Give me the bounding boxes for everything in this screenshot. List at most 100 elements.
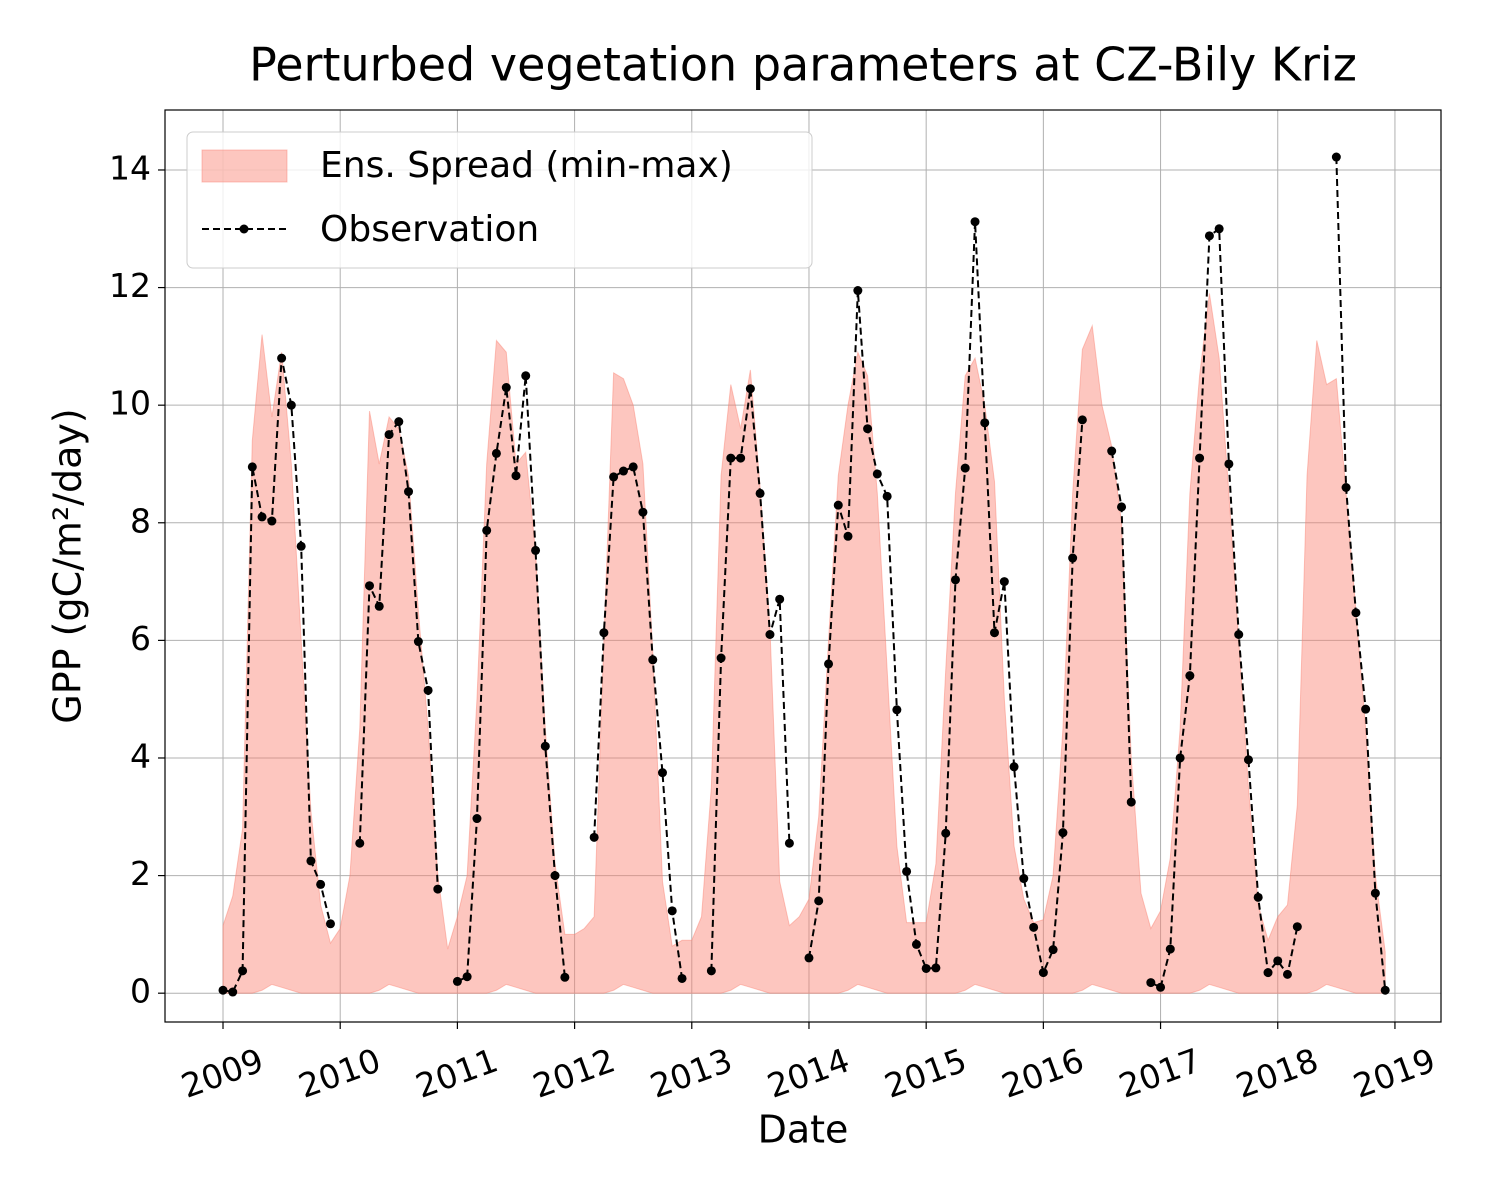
- observation-point: [882, 491, 892, 501]
- observation-point: [365, 581, 375, 591]
- observation-point: [589, 832, 599, 842]
- observation-point: [1126, 797, 1136, 807]
- observation-point: [1351, 608, 1361, 618]
- observation-point: [609, 472, 619, 482]
- observation-point: [1224, 459, 1234, 469]
- observation-point: [863, 424, 873, 434]
- observation-point: [677, 973, 687, 983]
- observation-point: [736, 453, 746, 463]
- x-tick-label: 2014: [762, 1040, 854, 1105]
- observation-point: [472, 814, 482, 824]
- observation-point: [853, 286, 863, 296]
- observation-point: [1048, 945, 1058, 955]
- observation-point: [784, 838, 794, 848]
- observation-point: [989, 628, 999, 638]
- y-tick-label: 12: [109, 266, 151, 305]
- observation-point: [374, 601, 384, 611]
- observation-point: [872, 469, 882, 479]
- observation-point: [999, 577, 1009, 587]
- observation-point: [306, 856, 316, 866]
- observation-point: [1068, 553, 1078, 563]
- observation-point: [843, 531, 853, 541]
- observation-point: [540, 741, 550, 751]
- observation-point: [618, 466, 628, 476]
- observation-point: [1273, 956, 1283, 966]
- observation-point: [413, 637, 423, 647]
- observation-point: [648, 655, 658, 665]
- x-tick-label: 2019: [1348, 1040, 1440, 1105]
- observation-point: [1243, 755, 1253, 765]
- observation-point: [950, 575, 960, 585]
- observation-point: [384, 430, 394, 440]
- observation-point: [1234, 630, 1244, 640]
- observation-point: [1341, 483, 1351, 493]
- x-tick-label: 2009: [176, 1040, 268, 1105]
- y-axis-label: GPP (gC/m²/day): [46, 408, 90, 723]
- observation-point: [286, 400, 296, 410]
- observation-point: [1038, 968, 1048, 978]
- observation-point: [1185, 671, 1195, 681]
- observation-point: [1282, 969, 1292, 979]
- x-tick-label: 2013: [645, 1040, 737, 1105]
- observation-point: [296, 541, 306, 551]
- observation-point: [1253, 892, 1263, 902]
- observation-point: [931, 963, 941, 973]
- observation-point: [765, 630, 775, 640]
- y-tick-label: 8: [130, 501, 151, 540]
- observation-point: [960, 463, 970, 473]
- observation-point: [1058, 828, 1068, 838]
- observation-point: [277, 353, 287, 363]
- observation-point: [1263, 968, 1273, 978]
- x-tick-label: 2012: [528, 1040, 620, 1105]
- observation-point: [911, 939, 921, 949]
- x-tick-label: 2018: [1231, 1040, 1323, 1105]
- x-tick-label: 2010: [293, 1040, 385, 1105]
- observation-point: [550, 871, 560, 881]
- observation-point: [257, 512, 267, 522]
- y-tick-label: 14: [109, 148, 151, 187]
- y-tick-label: 4: [130, 736, 151, 775]
- y-tick-label: 2: [130, 854, 151, 893]
- observation-point: [1331, 152, 1341, 162]
- x-tick-label: 2016: [997, 1040, 1089, 1105]
- observation-point: [452, 976, 462, 986]
- observation-point: [423, 685, 433, 695]
- observation-point: [1292, 922, 1302, 932]
- observation-point: [1370, 888, 1380, 898]
- observation-point: [394, 417, 404, 427]
- observation-point: [521, 371, 531, 381]
- x-axis-label: Date: [758, 1108, 849, 1152]
- observation-point: [511, 471, 521, 481]
- observation-point: [1156, 982, 1166, 992]
- observation-point: [921, 963, 931, 973]
- observation-point: [941, 828, 951, 838]
- observation-point: [745, 384, 755, 394]
- observation-point: [970, 217, 980, 227]
- observation-point: [228, 987, 238, 997]
- observation-point: [218, 985, 228, 995]
- observation-point: [599, 628, 609, 638]
- legend-marker: [239, 224, 249, 234]
- plot-frame: [164, 109, 1442, 1023]
- observation-point: [482, 525, 492, 535]
- observation-point: [804, 953, 814, 963]
- observation-point: [726, 453, 736, 463]
- observation-point: [1009, 762, 1019, 772]
- observation-point: [833, 500, 843, 510]
- legend-label: Observation: [320, 209, 539, 250]
- observation-point: [560, 972, 570, 982]
- y-tick-label: 10: [109, 384, 151, 423]
- observation-point: [902, 866, 912, 876]
- observation-point: [1204, 231, 1214, 241]
- observation-point: [716, 653, 726, 663]
- observation-point: [1107, 446, 1117, 456]
- observation-point: [1175, 753, 1185, 763]
- observation-point: [267, 516, 277, 526]
- observation-point: [814, 896, 824, 906]
- x-tick-label: 2015: [879, 1040, 971, 1105]
- observation-point: [1029, 922, 1039, 932]
- observation-point: [238, 966, 248, 976]
- observation-point: [628, 462, 638, 472]
- observation-point: [501, 383, 511, 393]
